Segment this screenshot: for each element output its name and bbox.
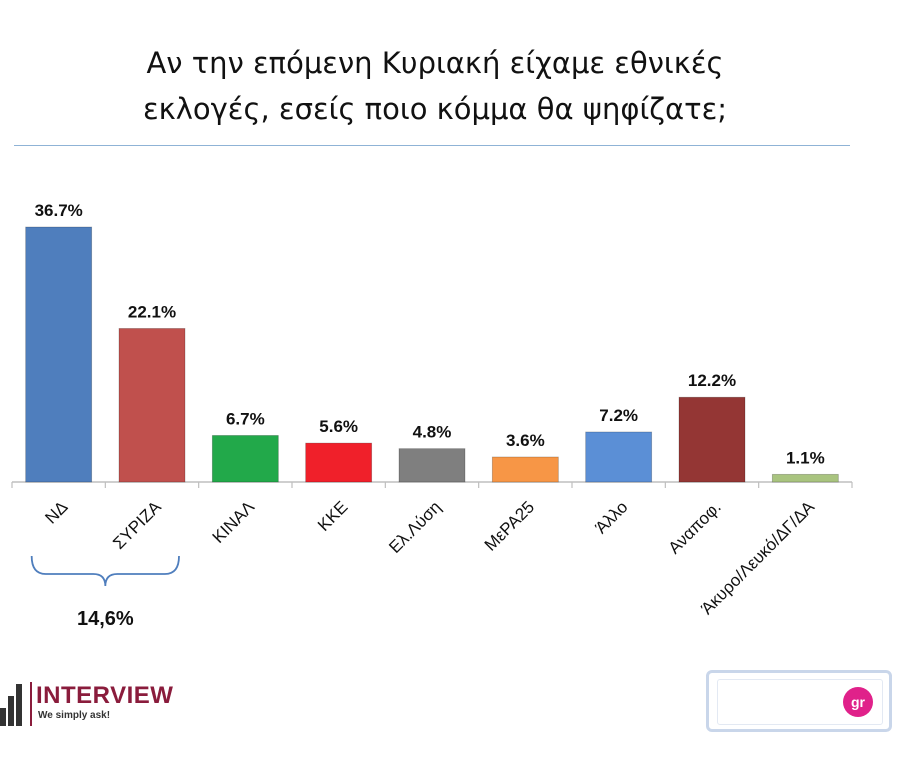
- x-tick-label: ΚΙΝΑΛ: [209, 497, 259, 547]
- bar-value-label: 6.7%: [226, 409, 265, 428]
- bar-value-label: 12.2%: [688, 371, 736, 390]
- chart-title-line-2: εκλογές, εσείς ποιο κόμμα θα ψηφίζατε;: [142, 92, 728, 126]
- bar: [678, 396, 746, 483]
- bar: [398, 448, 466, 483]
- interview-logo: INTERVIEW We simply ask!: [0, 680, 190, 730]
- annotation-brace: [30, 555, 180, 587]
- bar-value-label: 1.1%: [786, 448, 825, 467]
- bar-value-label: 36.7%: [35, 201, 83, 220]
- logo-separator: [30, 682, 32, 726]
- x-tick-label: Αναποφ.: [665, 497, 725, 557]
- bar-value-label: 7.2%: [599, 406, 638, 425]
- x-tick-label: ΣΥΡΙΖΑ: [109, 497, 165, 553]
- bar: [118, 328, 186, 483]
- bar: [491, 456, 559, 483]
- bar: [585, 431, 653, 483]
- title-divider: [14, 145, 850, 146]
- bar-chart: 36.7% ΝΔ 22.1% ΣΥΡΙΖΑ 6.7% ΚΙΝΑΛ 5.6% ΚΚΕ 4.8% Ελ…: [11, 201, 853, 630]
- logo-name: INTERVIEW: [36, 682, 174, 709]
- bar: [771, 473, 839, 483]
- bar-value-label: 4.8%: [413, 423, 452, 442]
- x-tick-label: ΚΚΕ: [314, 497, 351, 534]
- x-tick-label: ΜεΡΑ25: [481, 497, 538, 554]
- gr-icon: gr: [843, 687, 873, 717]
- logo-bars-icon: [0, 684, 26, 726]
- bar: [25, 226, 93, 483]
- bar-value-label: 5.6%: [319, 417, 358, 436]
- x-tick-label: ΝΔ: [41, 497, 71, 527]
- bar-value-label: 22.1%: [128, 302, 176, 321]
- logo-tagline: We simply ask!: [38, 710, 111, 721]
- bar-value-label: 3.6%: [506, 431, 545, 450]
- bar: [211, 435, 279, 483]
- x-tick-label: Άλλο: [592, 497, 632, 537]
- chart-title: Αν την επόμενη Κυριακή είχαμε εθνικές εκ…: [0, 40, 870, 132]
- x-tick-label: Ελ.Λύση: [385, 497, 445, 557]
- chart-title-line-1: Αν την επόμενη Κυριακή είχαμε εθνικές: [146, 46, 724, 80]
- source-badge: gr: [706, 670, 892, 732]
- annotation-label: 14,6%: [77, 608, 134, 630]
- source-badge-inner: [717, 679, 883, 725]
- bar: [305, 442, 373, 483]
